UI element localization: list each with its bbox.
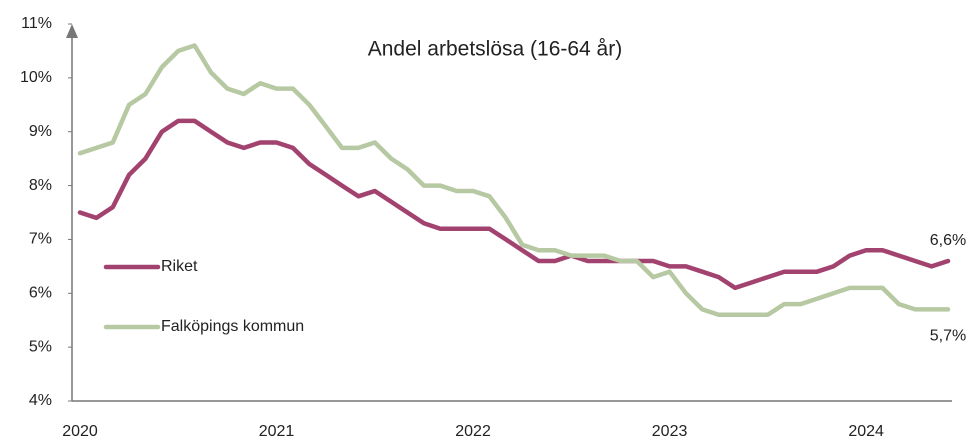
data-label: 6,6% xyxy=(930,232,966,249)
y-tick-label: 5% xyxy=(29,338,52,355)
y-tick-label: 4% xyxy=(29,392,52,409)
y-tick-label: 11% xyxy=(21,15,52,32)
data-label: 5,7% xyxy=(930,328,966,345)
legend-label: Riket xyxy=(161,258,198,275)
x-tick-label: 2024 xyxy=(848,423,884,440)
y-tick-label: 8% xyxy=(29,177,52,194)
y-tick-label: 9% xyxy=(29,123,52,140)
series-line xyxy=(77,43,951,318)
chart-title: Andel arbetslösa (16-64 år) xyxy=(368,38,622,61)
y-axis-arrow xyxy=(66,24,78,38)
y-tick-label: 10% xyxy=(20,69,52,86)
x-tick-label: 2021 xyxy=(259,423,295,440)
y-tick-label: 6% xyxy=(29,285,52,302)
series-line xyxy=(77,118,951,291)
x-tick-label: 2023 xyxy=(652,423,688,440)
x-tick-label: 2022 xyxy=(455,423,491,440)
y-tick-label: 7% xyxy=(29,231,52,248)
x-tick-label: 2020 xyxy=(62,423,98,440)
legend-label: Falköpings kommun xyxy=(161,318,304,335)
